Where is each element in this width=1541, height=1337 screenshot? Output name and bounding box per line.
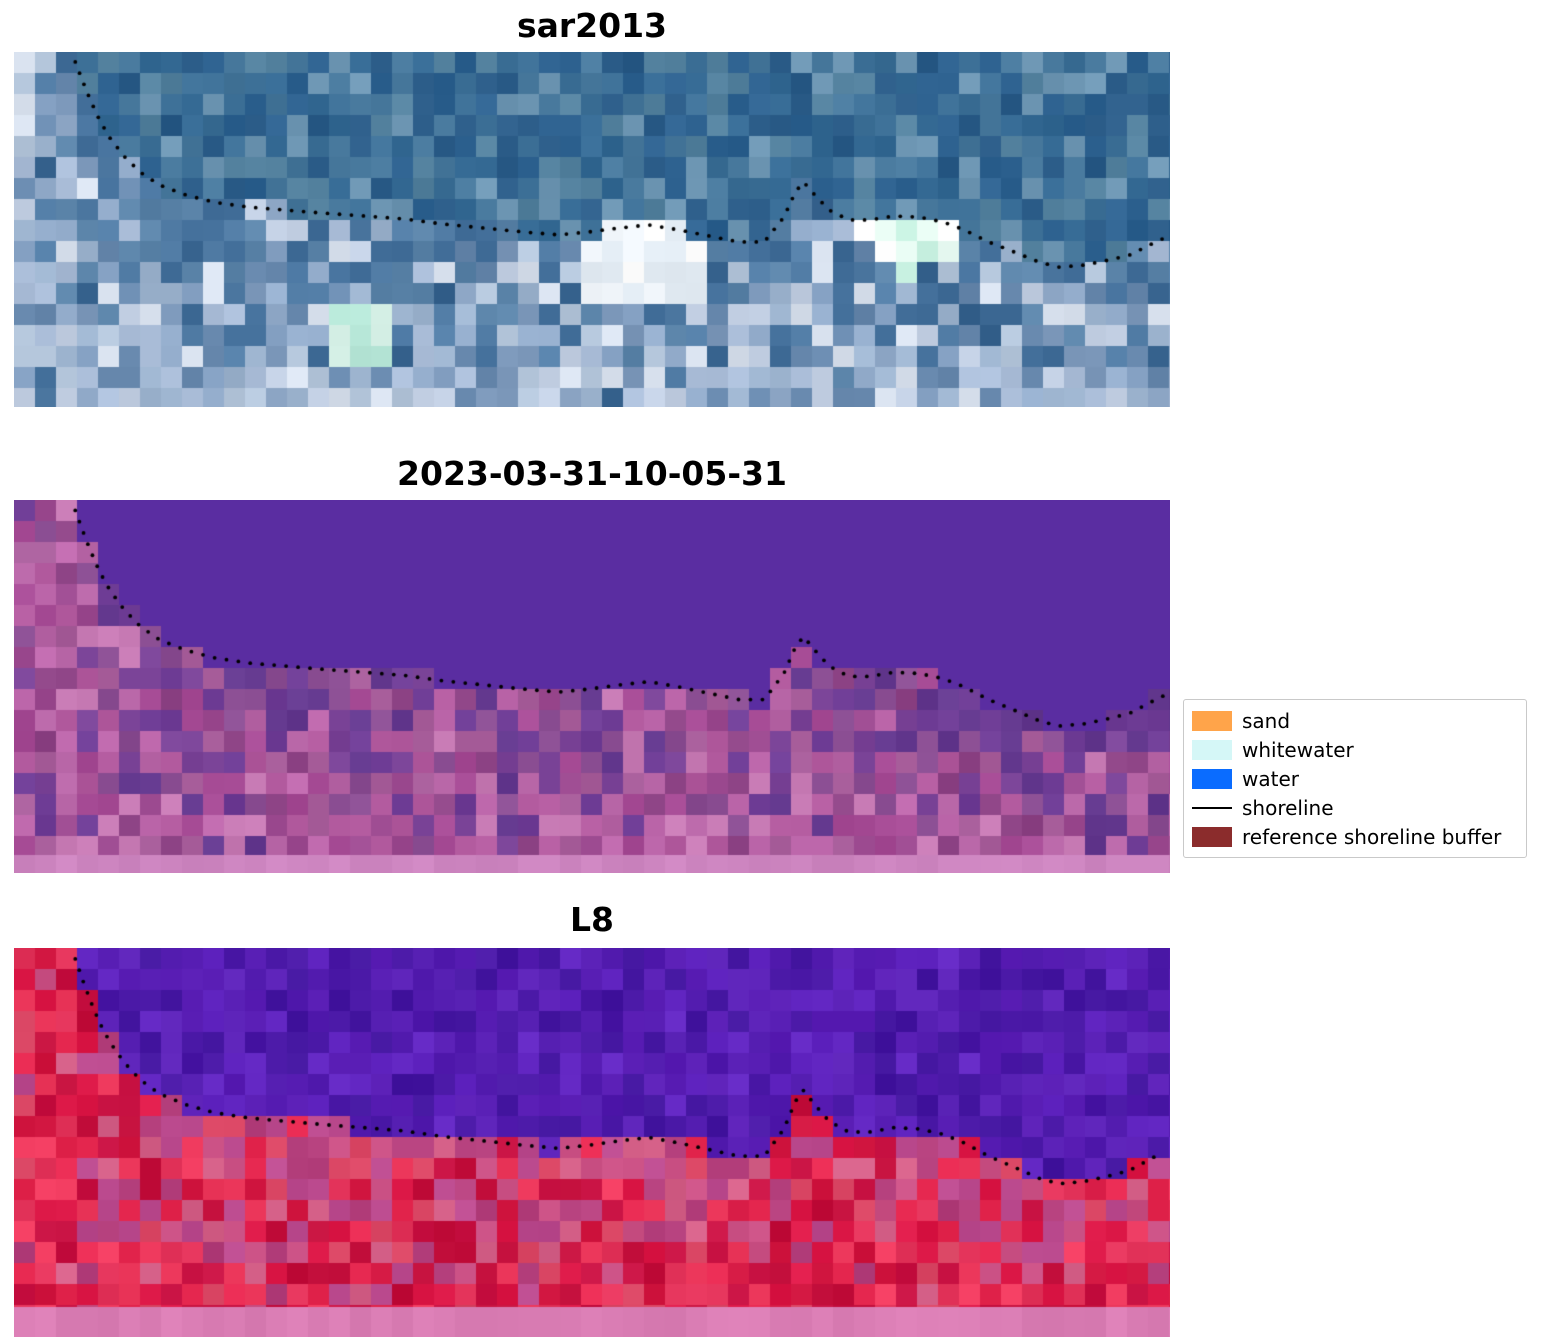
legend-item-water: water xyxy=(1192,764,1518,793)
panel-title-classified-date: 2023-03-31-10-05-31 xyxy=(397,454,787,493)
panel-image-sar2013 xyxy=(14,52,1170,407)
legend-label-water: water xyxy=(1242,766,1299,791)
legend-label-shoreline: shoreline xyxy=(1242,795,1334,820)
panel-title-sar2013: sar2013 xyxy=(516,6,668,45)
water-swatch xyxy=(1192,768,1232,789)
legend-label-sand: sand xyxy=(1242,708,1291,733)
panel-image-l8 xyxy=(14,948,1170,1337)
legend-item-reference-shoreline-buffer: reference shoreline buffer xyxy=(1192,822,1518,851)
sand-swatch xyxy=(1192,710,1232,731)
reference-shoreline-buffer-swatch xyxy=(1192,826,1232,847)
legend-item-whitewater: whitewater xyxy=(1192,735,1518,764)
legend-label-reference-shoreline-buffer: reference shoreline buffer xyxy=(1242,824,1502,849)
shoreline-line-swatch xyxy=(1192,806,1232,809)
panel-title-l8: L8 xyxy=(570,900,614,939)
legend-label-whitewater: whitewater xyxy=(1242,737,1354,762)
legend-item-sand: sand xyxy=(1192,706,1518,735)
legend-item-shoreline: shoreline xyxy=(1192,793,1518,822)
whitewater-swatch xyxy=(1192,739,1232,760)
legend: sand whitewater water shoreline referenc… xyxy=(1183,699,1527,858)
panel-image-classified-date xyxy=(14,500,1170,873)
